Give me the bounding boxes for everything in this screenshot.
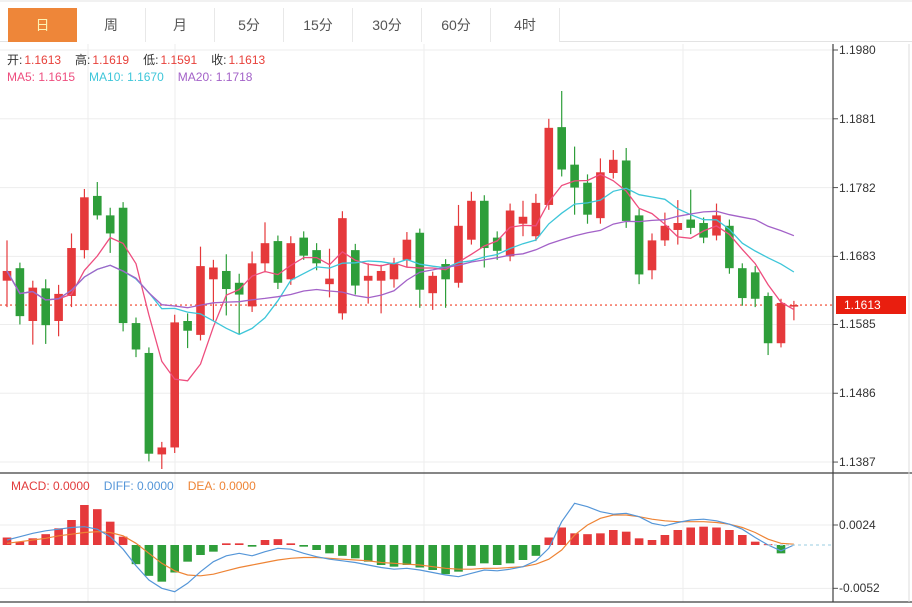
tab-日[interactable]: 日 bbox=[8, 8, 77, 42]
ohlc-legend-item: 低: 1.1591 bbox=[143, 53, 198, 67]
ohlc-legend-item: 收: 1.1613 bbox=[211, 53, 266, 67]
price-axis-label: 1.1387 bbox=[839, 455, 876, 470]
price-axis-label: 1.1486 bbox=[839, 386, 876, 401]
price-axis-label: 1.1881 bbox=[839, 111, 876, 126]
tab-4时[interactable]: 4时 bbox=[491, 8, 560, 42]
macd-legend-item: DEA: 0.0000 bbox=[187, 479, 256, 493]
macd-legend-item: MACD: 0.0000 bbox=[11, 479, 90, 493]
tab-30分[interactable]: 30分 bbox=[353, 8, 422, 42]
ma-legend-item: MA5: 1.1615 bbox=[7, 70, 76, 84]
tab-5分[interactable]: 5分 bbox=[215, 8, 284, 42]
ma-legend-item: MA20: 1.1718 bbox=[177, 70, 253, 84]
macd-legend: MACD: 0.0000 DIFF: 0.0000 DEA: 0.0000 bbox=[11, 479, 270, 493]
period-tabbar: 日周月 5分 15分 30分 60分 4时 bbox=[0, 2, 912, 42]
ma-legend: MA5: 1.1615 MA10: 1.1670 MA20: 1.1718 bbox=[7, 70, 266, 84]
current-price-badge: 1.1613 bbox=[836, 296, 906, 314]
tab-周[interactable]: 周 bbox=[77, 8, 146, 42]
price-axis-label: 1.1683 bbox=[839, 249, 876, 264]
tab-月[interactable]: 月 bbox=[146, 8, 215, 42]
price-axis-label: 1.1980 bbox=[839, 43, 876, 57]
tab-60分[interactable]: 60分 bbox=[422, 8, 491, 42]
macd-axis-label: -0.0052 bbox=[839, 581, 880, 596]
ohlc-legend: 开: 1.1613 高: 1.1619 低: 1.1591 收: 1.1613 bbox=[7, 51, 279, 68]
macd-legend-item: DIFF: 0.0000 bbox=[103, 479, 174, 493]
tab-15分[interactable]: 15分 bbox=[284, 8, 353, 42]
price-axis-label: 1.1585 bbox=[839, 317, 876, 332]
ma-legend-item: MA10: 1.1670 bbox=[89, 70, 164, 84]
ohlc-legend-item: 高: 1.1619 bbox=[75, 53, 130, 67]
price-axis-label: 1.1782 bbox=[839, 180, 876, 195]
macd-axis-label: 0.0024 bbox=[839, 518, 876, 532]
ohlc-legend-item: 开: 1.1613 bbox=[7, 53, 62, 67]
